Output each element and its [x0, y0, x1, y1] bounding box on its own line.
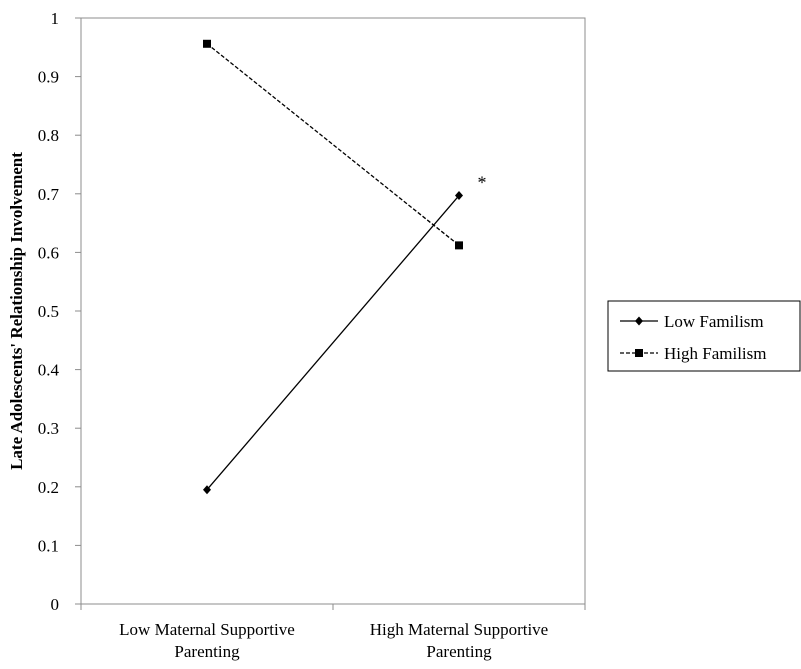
y-tick-label: 0.9	[38, 68, 59, 87]
y-tick-label: 0.6	[38, 243, 59, 262]
y-tick-label: 0.8	[38, 126, 59, 145]
y-axis-label: Late Adolescents' Relationship Involveme…	[7, 152, 26, 470]
series-0	[203, 191, 463, 495]
annotations: *	[478, 173, 487, 193]
axes	[75, 17, 586, 610]
y-tick-label: 1	[51, 9, 60, 28]
data-point	[203, 39, 211, 48]
significance-annotation: *	[478, 173, 487, 193]
plot-frame	[80, 17, 586, 605]
legend-box	[607, 300, 801, 372]
x-category-label: Low Maternal Supportive Parenting	[119, 620, 295, 661]
series-line	[206, 195, 460, 491]
y-tick-label: 0.4	[38, 361, 60, 380]
y-tick-label: 0	[51, 595, 60, 614]
y-tick-label: 0.5	[38, 302, 59, 321]
data-point	[455, 191, 463, 201]
series-group	[203, 39, 463, 495]
legend-marker	[635, 349, 643, 357]
x-category-label: High Maternal Supportive Parenting	[370, 620, 548, 661]
legend-item: Low Familism	[620, 312, 764, 331]
data-point	[203, 485, 211, 495]
series-1	[203, 39, 463, 250]
y-tick-label: 0.1	[38, 536, 59, 555]
y-tick-label: 0.2	[38, 478, 59, 497]
series-line	[206, 43, 460, 246]
legend-item: High Familism	[620, 344, 766, 363]
y-tick-label: 0.7	[38, 185, 60, 204]
x-category-labels: Low Maternal Supportive Parenting High Mat…	[119, 620, 548, 661]
legend-label: Low Familism	[664, 312, 764, 331]
legend-label: High Familism	[664, 344, 766, 363]
legend: Low Familism High Familism	[607, 300, 801, 372]
y-tick-label: 0.3	[38, 419, 59, 438]
y-tick-labels: 0 0.1 0.2 0.3 0.4 0.5 0.6 0.7 0.8 0.9 1	[38, 9, 60, 614]
data-point	[455, 241, 463, 250]
legend-marker	[635, 316, 643, 326]
